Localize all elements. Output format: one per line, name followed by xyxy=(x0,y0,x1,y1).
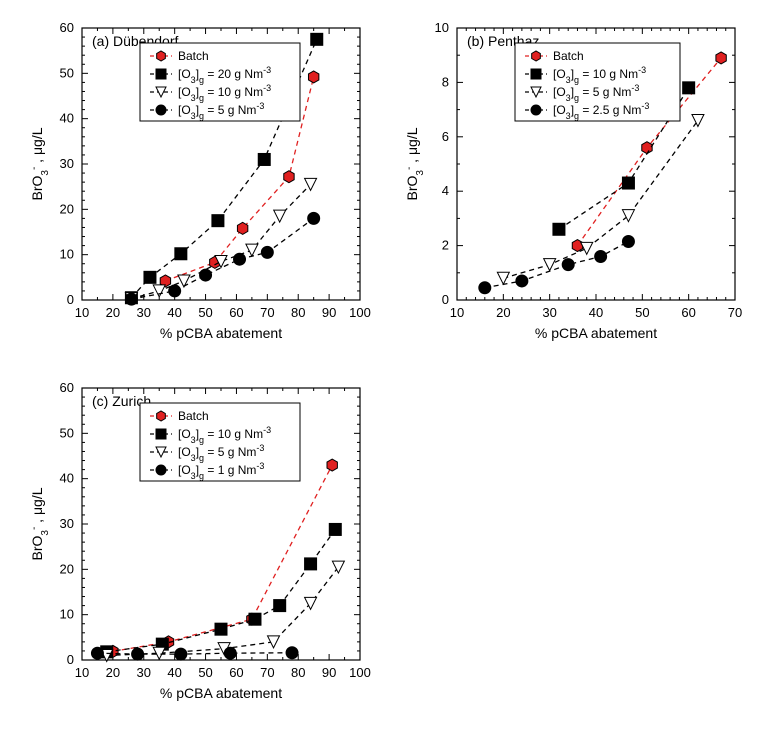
x-tick-label: 50 xyxy=(198,665,212,680)
x-tick-label: 40 xyxy=(167,665,181,680)
y-axis-title: BrO3- , μg/L xyxy=(404,127,426,200)
x-tick-label: 80 xyxy=(291,305,305,320)
y-tick-label: 4 xyxy=(442,183,449,198)
y-axis-title: BrO3- , μg/L xyxy=(29,487,51,560)
panel-a: 1020304050607080901000102030405060% pCBA… xyxy=(29,20,371,341)
legend-label-Batch: Batch xyxy=(178,49,209,63)
x-tick-label: 60 xyxy=(229,665,243,680)
x-tick-label: 60 xyxy=(681,305,695,320)
y-tick-label: 30 xyxy=(60,516,74,531)
x-tick-label: 20 xyxy=(106,665,120,680)
legend-label-Batch: Batch xyxy=(553,49,584,63)
x-tick-label: 30 xyxy=(137,665,151,680)
y-tick-label: 50 xyxy=(60,65,74,80)
figure-svg: 1020304050607080901000102030405060% pCBA… xyxy=(0,0,772,735)
y-tick-label: 40 xyxy=(60,111,74,126)
panel-c: 1020304050607080901000102030405060% pCBA… xyxy=(29,380,371,701)
y-tick-label: 6 xyxy=(442,129,449,144)
y-tick-label: 60 xyxy=(60,20,74,35)
series-line-O3_1 xyxy=(97,653,292,654)
x-tick-label: 50 xyxy=(198,305,212,320)
panel-b: 10 20 30 40 50 60 70 0 2 4 6 8 10 % pCBA abatement BrO… xyxy=(404,20,743,341)
x-axis-title: % pCBA abatement xyxy=(160,685,282,701)
y-tick-label: 50 xyxy=(60,425,74,440)
series-line-O3_10 xyxy=(131,184,310,298)
x-tick-label: 50 xyxy=(635,305,649,320)
y-tick-label: 10 xyxy=(60,247,74,262)
y-tick-label: 20 xyxy=(60,561,74,576)
y-tick-label: 40 xyxy=(60,471,74,486)
y-tick-label: 2 xyxy=(442,238,449,253)
y-tick-label: 10 xyxy=(435,20,449,35)
x-tick-label: 10 xyxy=(75,305,89,320)
x-tick-label: 10 xyxy=(75,665,89,680)
x-tick-label: 100 xyxy=(349,665,371,680)
x-tick-label: 40 xyxy=(167,305,181,320)
x-tick-label: 90 xyxy=(322,665,336,680)
y-tick-label: 8 xyxy=(442,74,449,89)
x-tick-label: 90 xyxy=(322,305,336,320)
y-tick-label: 20 xyxy=(60,201,74,216)
x-tick-label: 60 xyxy=(229,305,243,320)
x-tick-label: 40 xyxy=(589,305,603,320)
x-axis-title: % pCBA abatement xyxy=(160,325,282,341)
y-tick-label: 60 xyxy=(60,380,74,395)
x-tick-label: 10 xyxy=(450,305,464,320)
y-tick-label: 0 xyxy=(442,292,449,307)
y-tick-label: 10 xyxy=(60,607,74,622)
x-tick-label: 80 xyxy=(291,665,305,680)
x-tick-label: 70 xyxy=(260,665,274,680)
legend-label-Batch: Batch xyxy=(178,409,209,423)
y-tick-label: 0 xyxy=(67,652,74,667)
x-tick-label: 100 xyxy=(349,305,371,320)
x-tick-label: 70 xyxy=(260,305,274,320)
y-tick-label: 30 xyxy=(60,156,74,171)
x-tick-label: 70 xyxy=(728,305,742,320)
figure-root: 1020304050607080901000102030405060% pCBA… xyxy=(0,0,772,735)
x-tick-label: 20 xyxy=(106,305,120,320)
y-axis-title: BrO3- , μg/L xyxy=(29,127,51,200)
series-line-O3_2.5 xyxy=(485,242,629,288)
x-tick-label: 20 xyxy=(496,305,510,320)
y-tick-label: 0 xyxy=(67,292,74,307)
x-tick-label: 30 xyxy=(542,305,556,320)
x-axis-title: % pCBA abatement xyxy=(535,325,657,341)
x-tick-label: 30 xyxy=(137,305,151,320)
